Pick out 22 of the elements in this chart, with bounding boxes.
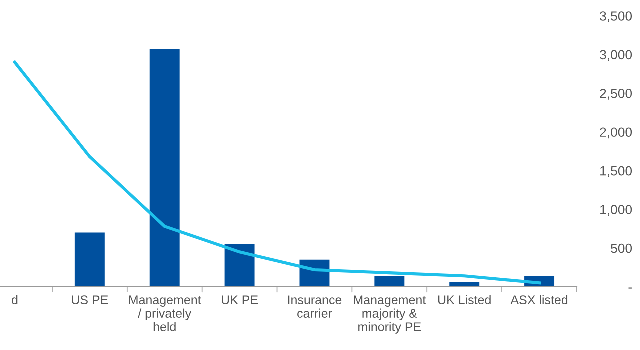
x-tick-label: US PE [72,296,108,305]
y-tick-label: - [628,288,632,289]
x-tick-label: UK Listed [438,295,491,305]
y-tick-label: 1,500 [600,166,632,178]
line-series [13,60,542,285]
bar [150,49,180,287]
y-tick-label: 500 [611,244,632,254]
x-tick-label: d [12,295,18,305]
x-tick-label: ASX listed [510,295,568,305]
x-tick-label: Management majority & minority PE [354,296,426,334]
bar [450,282,480,287]
y-tick-label: 3,000 [600,50,632,62]
y-tick-label: 1,000 [600,205,632,216]
y-tick-label: 2,500 [600,88,632,100]
x-tick-label: Insurance carrier [288,296,342,318]
y-tick-label: 2,000 [600,128,632,139]
bar [224,244,255,287]
bar [74,232,105,287]
y-tick-label: 3,500 [600,12,632,22]
bar [374,276,405,287]
x-tick-label: Management / privately held [129,296,202,332]
x-tick-label: UK PE [222,296,258,305]
